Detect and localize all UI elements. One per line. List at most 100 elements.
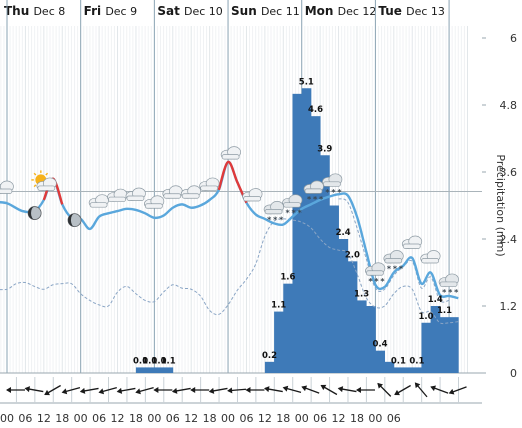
cloud-base xyxy=(0,188,13,194)
bar-value-label: 1.4 xyxy=(428,295,443,305)
day-date: Dec 8 xyxy=(33,5,65,18)
wind-arrow xyxy=(377,382,392,397)
cloud-base xyxy=(283,202,301,208)
sun-ray xyxy=(33,184,37,188)
bar-value-label: 1.0 xyxy=(419,312,434,322)
hour-tick-label: 00 xyxy=(221,412,235,425)
cloud-base xyxy=(384,258,403,264)
precip-bar xyxy=(163,367,174,373)
wind-arrow xyxy=(414,382,428,398)
snow-cloud-icon: * * * xyxy=(303,180,324,204)
wind-arrow xyxy=(79,387,99,394)
wind-arrow xyxy=(6,387,25,393)
wind-arrow-head xyxy=(135,388,141,395)
cloud-icon xyxy=(199,177,220,191)
wind-arrow-head xyxy=(6,387,11,393)
hour-tick-label: 00 xyxy=(74,412,88,425)
cloud-icon xyxy=(88,194,109,208)
hour-tick-label: 00 xyxy=(295,412,309,425)
precip-bar xyxy=(310,116,321,374)
precip-bar xyxy=(421,322,432,373)
precipitation-bars xyxy=(135,88,459,374)
wind-arrow xyxy=(337,386,357,393)
cloud-base xyxy=(37,185,56,191)
snowflake-mark: * xyxy=(319,195,324,204)
wind-arrow xyxy=(44,384,61,396)
y-axis: 0 1.2 2.4 3.6 4.8 6 Precipitation (mm) xyxy=(482,32,517,380)
day-date: Dec 13 xyxy=(406,5,445,18)
grid xyxy=(0,0,482,374)
line-series xyxy=(0,160,459,325)
snow-cloud-icon: * * * xyxy=(438,273,459,297)
hour-tick-label: 18 xyxy=(55,412,69,425)
cloud-base xyxy=(323,181,341,187)
hour-tick-label: 12 xyxy=(332,412,346,425)
cloud-base xyxy=(145,203,163,209)
y-tick-label: 1.2 xyxy=(500,300,518,313)
precip-bar xyxy=(393,367,404,373)
precip-bar xyxy=(264,361,275,373)
y-tick-label: 3.6 xyxy=(500,166,518,179)
wind-arrow-head xyxy=(282,385,289,392)
wind-arrow-head xyxy=(394,389,400,396)
moon-shadow xyxy=(68,213,75,227)
snowflake-mark: * xyxy=(273,215,278,224)
hour-tick-label: 18 xyxy=(276,412,290,425)
bar-value-label: 2.4 xyxy=(336,228,351,238)
precip-bar xyxy=(329,205,339,373)
wind-arrow xyxy=(227,387,247,394)
bar-value-label: 3.9 xyxy=(317,144,332,154)
snow-cloud-icon: * * * xyxy=(383,250,404,274)
snowflake-mark: * xyxy=(331,188,336,197)
snowflake-mark: * xyxy=(298,209,303,218)
wind-arrow-head xyxy=(355,387,361,393)
precip-bar xyxy=(356,300,367,373)
hour-tick-label: 12 xyxy=(37,412,51,425)
hour-tick-label: 18 xyxy=(203,412,217,425)
wind-arrow xyxy=(264,386,283,393)
moon-icon xyxy=(67,213,82,228)
wind-arrow-head xyxy=(227,387,233,394)
wind-arrow-head xyxy=(44,389,51,396)
cloud-icon xyxy=(125,187,146,201)
wind-arrow xyxy=(245,387,265,393)
snowflake-mark: * xyxy=(292,209,297,218)
hour-tick-label: 06 xyxy=(239,412,253,425)
wind-arrow xyxy=(448,386,467,395)
wind-arrow-head xyxy=(448,388,455,395)
weather-icons: * * ** * ** * ** * ** * ** * ** * * xyxy=(0,146,459,297)
bar-value-label: 0.1 xyxy=(161,356,176,366)
day-date: Dec 11 xyxy=(261,5,300,18)
cloud-base xyxy=(402,243,421,249)
snowflake-mark: * xyxy=(313,195,318,204)
day-date: Dec 12 xyxy=(338,5,377,18)
moon-icon xyxy=(27,206,42,220)
y-tick-label: 4.8 xyxy=(500,99,518,112)
wind-arrow xyxy=(135,387,154,395)
snowflake-mark: * xyxy=(279,215,284,224)
day-label-sun: Sun Dec 11 xyxy=(231,4,300,18)
snowflake-mark: * xyxy=(399,265,404,274)
moon-shadow xyxy=(28,206,35,220)
upper-dashed-line xyxy=(338,198,450,303)
cloud-base xyxy=(243,196,261,202)
day-name: Mon xyxy=(305,4,338,18)
cloud-icon xyxy=(242,188,263,202)
cloud-base xyxy=(163,193,182,199)
hour-tick-label: 00 xyxy=(0,412,14,425)
wind-arrow xyxy=(61,387,81,395)
wind-arrow-head xyxy=(430,385,436,392)
bar-value-label: 1.1 xyxy=(271,301,286,311)
cloud-base xyxy=(264,209,283,215)
day-label-sat: Sat Dec 10 xyxy=(157,4,222,18)
cloud-icon xyxy=(0,180,14,194)
precip-bar xyxy=(347,261,358,373)
precip-bar xyxy=(338,239,349,373)
wind-arrow-head xyxy=(208,387,215,394)
bar-value-label: 0.1 xyxy=(409,356,424,366)
cloud-base xyxy=(126,195,145,201)
wind-arrow-head xyxy=(245,387,251,393)
wind-arrow-head xyxy=(116,387,123,394)
wind-arrow xyxy=(208,387,228,394)
cloud-base xyxy=(108,196,126,202)
